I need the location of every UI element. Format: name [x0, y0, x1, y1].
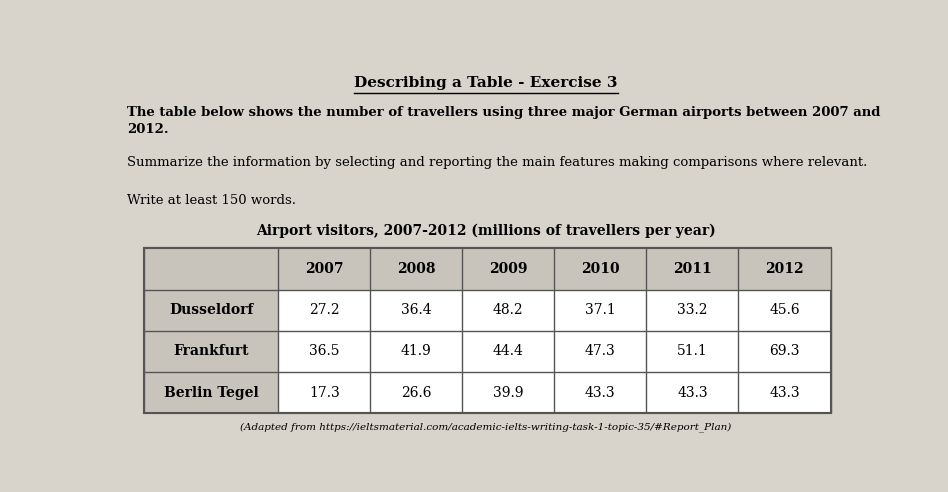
Text: Dusseldorf: Dusseldorf [169, 303, 253, 317]
Text: Airport visitors, 2007-2012 (millions of travellers per year): Airport visitors, 2007-2012 (millions of… [256, 224, 716, 238]
Text: 27.2: 27.2 [309, 303, 339, 317]
Text: 33.2: 33.2 [677, 303, 707, 317]
Bar [144, 372, 278, 413]
Text: 36.4: 36.4 [401, 303, 431, 317]
Text: 26.6: 26.6 [401, 386, 431, 400]
Text: Describing a Table - Exercise 3: Describing a Table - Exercise 3 [355, 76, 617, 90]
Text: Frankfurt: Frankfurt [173, 344, 249, 359]
Bar [144, 248, 831, 290]
Bar [144, 290, 278, 331]
Text: The table below shows the number of travellers using three major German airports: The table below shows the number of trav… [127, 106, 881, 136]
Text: 41.9: 41.9 [401, 344, 431, 359]
Text: 44.4: 44.4 [493, 344, 523, 359]
Text: 43.3: 43.3 [770, 386, 800, 400]
Text: 2010: 2010 [581, 262, 620, 276]
Text: 47.3: 47.3 [585, 344, 615, 359]
Text: 43.3: 43.3 [677, 386, 708, 400]
Text: 2011: 2011 [673, 262, 712, 276]
Text: Summarize the information by selecting and reporting the main features making co: Summarize the information by selecting a… [127, 155, 867, 169]
Text: 45.6: 45.6 [770, 303, 800, 317]
Text: 2007: 2007 [305, 262, 343, 276]
Text: 36.5: 36.5 [309, 344, 339, 359]
Text: 17.3: 17.3 [309, 386, 339, 400]
Text: 2009: 2009 [489, 262, 527, 276]
Text: 43.3: 43.3 [585, 386, 615, 400]
Text: 69.3: 69.3 [770, 344, 800, 359]
Text: 2008: 2008 [397, 262, 435, 276]
Text: 51.1: 51.1 [677, 344, 708, 359]
Text: 39.9: 39.9 [493, 386, 523, 400]
Bar [144, 331, 278, 372]
Text: 37.1: 37.1 [585, 303, 615, 317]
Text: Write at least 150 words.: Write at least 150 words. [127, 193, 297, 207]
Text: (Adapted from https://ieltsmaterial.com/academic-ielts-writing-task-1-topic-35/#: (Adapted from https://ieltsmaterial.com/… [240, 423, 732, 432]
Text: 48.2: 48.2 [493, 303, 523, 317]
Text: 2012: 2012 [765, 262, 804, 276]
Bar [144, 248, 831, 413]
Text: Berlin Tegel: Berlin Tegel [164, 386, 259, 400]
